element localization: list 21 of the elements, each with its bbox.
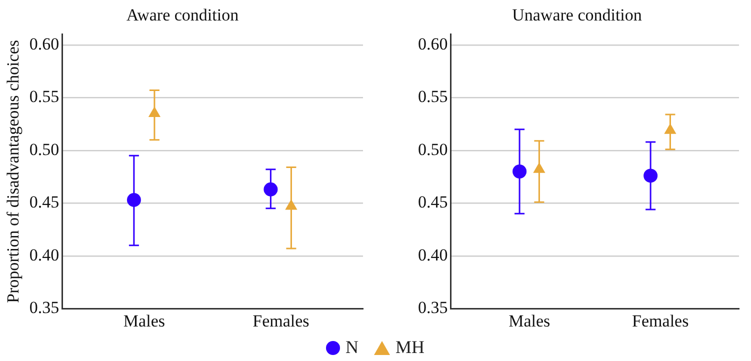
y-tick-label: 0.50 [418, 140, 448, 159]
y-tick-label: 0.45 [418, 192, 448, 212]
y-tick-label: 0.40 [418, 245, 448, 264]
x-tick-label: Males [508, 311, 550, 330]
y-axis-title: Proportion of disadvantageous choices [4, 40, 23, 303]
y-tick-label: 0.45 [29, 192, 60, 212]
chart-title: Aware condition [126, 6, 240, 25]
y-tick-label: 0.40 [29, 245, 60, 264]
y-tick-label: 0.35 [29, 298, 60, 318]
legend-label: N [345, 337, 358, 358]
y-tick-label: 0.60 [29, 34, 60, 54]
y-tick-label: 0.50 [29, 140, 60, 159]
chart-title: Unaware condition [512, 6, 642, 25]
x-tick-label: Males [123, 311, 165, 330]
y-tick-label: 0.60 [418, 34, 448, 54]
x-tick-label: Females [252, 311, 310, 330]
x-tick-label: Females [632, 311, 689, 330]
y-tick-label: 0.35 [418, 298, 448, 318]
legend-label: MH [395, 337, 424, 358]
y-tick-label: 0.55 [29, 87, 60, 106]
y-tick-label: 0.55 [418, 87, 448, 106]
